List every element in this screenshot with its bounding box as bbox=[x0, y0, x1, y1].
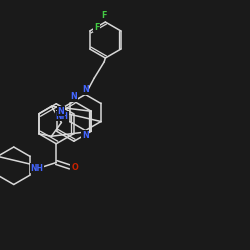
Text: N: N bbox=[58, 107, 64, 116]
Text: N: N bbox=[70, 92, 77, 101]
Text: NH: NH bbox=[30, 164, 44, 173]
Text: O: O bbox=[71, 162, 78, 172]
Text: NH: NH bbox=[56, 112, 68, 121]
Text: N: N bbox=[82, 130, 89, 140]
Text: N: N bbox=[82, 86, 89, 94]
Text: F: F bbox=[102, 11, 107, 20]
Text: F: F bbox=[94, 23, 100, 32]
